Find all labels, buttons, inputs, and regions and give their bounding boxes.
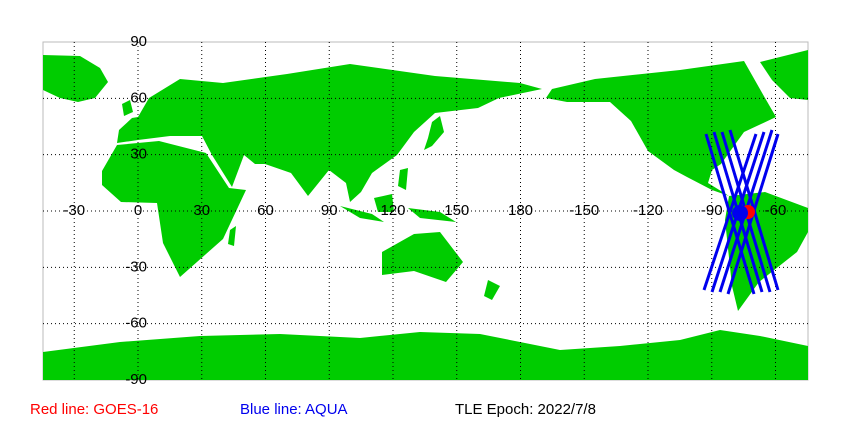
lat-label: -60 (125, 315, 147, 332)
legend-red: Red line: GOES-16 (30, 401, 158, 418)
lon-label: 120 (380, 202, 405, 219)
lon-label: 90 (321, 202, 338, 219)
grid (43, 42, 808, 380)
lon-label: -120 (633, 202, 663, 219)
lat-label: 60 (130, 89, 147, 106)
lat-label: 90 (130, 33, 147, 50)
lon-label: -60 (765, 202, 787, 219)
labels: -30 0 30 60 90 120 150 180 -150 -120 -90 -60 90 60 30 -… (63, 33, 786, 388)
lon-label: -90 (701, 202, 723, 219)
lon-label: 180 (508, 202, 533, 219)
legend-epoch: TLE Epoch: 2022/7/8 (455, 401, 596, 418)
lat-label: 30 (130, 146, 147, 163)
legend-blue: Blue line: AQUA (240, 401, 348, 418)
aqua-marker (732, 205, 748, 221)
lon-label: -150 (569, 202, 599, 219)
lon-label: 150 (444, 202, 469, 219)
lon-label: 60 (257, 202, 274, 219)
lon-label: 30 (193, 202, 210, 219)
lat-label: -90 (125, 371, 147, 388)
lat-label: -30 (125, 258, 147, 275)
lon-label: -30 (63, 202, 85, 219)
lon-label: 0 (134, 202, 142, 219)
